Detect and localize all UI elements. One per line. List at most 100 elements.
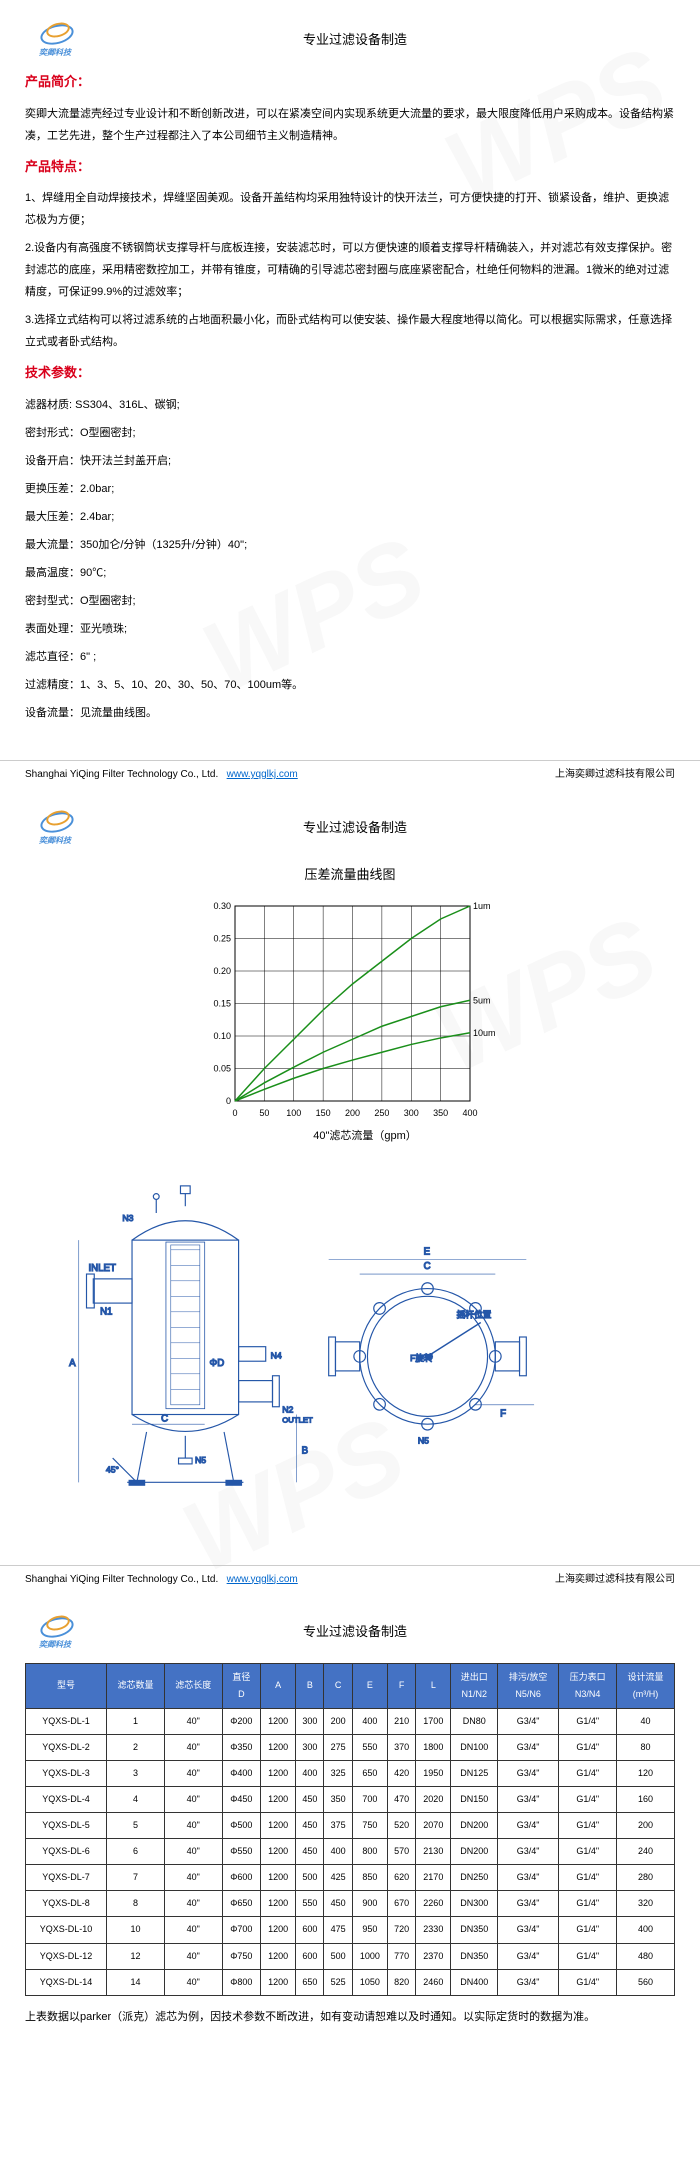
table-row: YQXS-DL-121240"Φ750120060050010007702370… bbox=[26, 1943, 675, 1969]
table-row: YQXS-DL-2240"Φ35012003002755503701800DN1… bbox=[26, 1734, 675, 1760]
table-row: YQXS-DL-4440"Φ45012004503507004702020DN1… bbox=[26, 1787, 675, 1813]
chart-title: 压差流量曲线图 bbox=[95, 863, 605, 888]
table-cell: YQXS-DL-6 bbox=[26, 1839, 107, 1865]
features-title: 产品特点： bbox=[25, 155, 675, 180]
table-header: 排污/放空N5/N6 bbox=[497, 1663, 558, 1708]
table-footer-note: 上表数据以parker（派克）滤芯为例，因技术参数不断改进，如有变动请恕难以及时… bbox=[25, 2006, 675, 2028]
table-cell: 40" bbox=[164, 1865, 222, 1891]
table-cell: YQXS-DL-14 bbox=[26, 1969, 107, 1995]
table-cell: 370 bbox=[387, 1734, 415, 1760]
svg-text:45°: 45° bbox=[106, 1464, 119, 1474]
spec-seal: 密封形式：O型圈密封; bbox=[25, 422, 675, 444]
svg-text:0.10: 0.10 bbox=[213, 1031, 231, 1041]
table-row: YQXS-DL-3340"Φ40012004003256504201950DN1… bbox=[26, 1760, 675, 1786]
spec-change-pressure: 更换压差：2.0bar; bbox=[25, 478, 675, 500]
table-cell: 475 bbox=[324, 1917, 352, 1943]
svg-text:F: F bbox=[500, 1408, 506, 1419]
table-cell: 10 bbox=[107, 1917, 165, 1943]
table-cell: 1200 bbox=[261, 1787, 296, 1813]
table-cell: 2 bbox=[107, 1734, 165, 1760]
table-cell: 3 bbox=[107, 1760, 165, 1786]
table-cell: DN300 bbox=[451, 1891, 498, 1917]
table-cell: 450 bbox=[324, 1891, 352, 1917]
svg-text:N4: N4 bbox=[271, 1350, 282, 1360]
header-title: 专业过滤设备制造 bbox=[95, 1620, 675, 1645]
table-cell: Φ350 bbox=[222, 1734, 260, 1760]
table-cell: G1/4" bbox=[559, 1891, 617, 1917]
svg-text:E: E bbox=[424, 1246, 431, 1257]
table-cell: 1200 bbox=[261, 1865, 296, 1891]
table-cell: 40" bbox=[164, 1917, 222, 1943]
table-cell: 1200 bbox=[261, 1760, 296, 1786]
svg-text:A: A bbox=[69, 1358, 76, 1369]
spec-precision: 过滤精度：1、3、5、10、20、30、50、70、100um等。 bbox=[25, 674, 675, 696]
table-cell: 750 bbox=[352, 1813, 387, 1839]
table-cell: G1/4" bbox=[559, 1839, 617, 1865]
table-row: YQXS-DL-141440"Φ800120065052510508202460… bbox=[26, 1969, 675, 1995]
header-title: 专业过滤设备制造 bbox=[95, 816, 675, 841]
table-cell: YQXS-DL-1 bbox=[26, 1708, 107, 1734]
header-title: 专业过滤设备制造 bbox=[95, 28, 675, 53]
table-cell: 5 bbox=[107, 1813, 165, 1839]
table-cell: 525 bbox=[324, 1969, 352, 1995]
svg-text:0.25: 0.25 bbox=[213, 933, 231, 943]
table-cell: 2170 bbox=[416, 1865, 451, 1891]
svg-text:C: C bbox=[161, 1413, 168, 1424]
table-cell: 570 bbox=[387, 1839, 415, 1865]
feature-1: 1、焊缝用全自动焊接技术，焊缝坚固美观。设备开盖结构均采用独特设计的快开法兰，可… bbox=[25, 187, 675, 231]
table-cell: DN150 bbox=[451, 1787, 498, 1813]
svg-text:INLET: INLET bbox=[88, 1263, 116, 1274]
table-cell: Φ500 bbox=[222, 1813, 260, 1839]
table-cell: 40" bbox=[164, 1734, 222, 1760]
svg-text:N3: N3 bbox=[122, 1212, 133, 1222]
svg-text:150: 150 bbox=[316, 1108, 331, 1118]
table-row: YQXS-DL-1140"Φ20012003002004002101700DN8… bbox=[26, 1708, 675, 1734]
table-cell: 1200 bbox=[261, 1943, 296, 1969]
table-cell: 820 bbox=[387, 1969, 415, 1995]
table-cell: 800 bbox=[352, 1839, 387, 1865]
table-cell: 120 bbox=[617, 1760, 675, 1786]
table-cell: DN250 bbox=[451, 1865, 498, 1891]
table-cell: 200 bbox=[617, 1813, 675, 1839]
table-cell: Φ650 bbox=[222, 1891, 260, 1917]
table-cell: 1200 bbox=[261, 1917, 296, 1943]
table-row: YQXS-DL-101040"Φ70012006004759507202330D… bbox=[26, 1917, 675, 1943]
svg-text:摇杆位置: 摇杆位置 bbox=[457, 1308, 492, 1319]
table-cell: 480 bbox=[617, 1943, 675, 1969]
spec-open: 设备开启：快开法兰封盖开启; bbox=[25, 450, 675, 472]
table-cell: 620 bbox=[387, 1865, 415, 1891]
footer-url[interactable]: www.yqglkj.com bbox=[227, 1574, 298, 1585]
table-cell: 2070 bbox=[416, 1813, 451, 1839]
table-cell: DN200 bbox=[451, 1839, 498, 1865]
table-cell: 650 bbox=[296, 1969, 324, 1995]
table-cell: 550 bbox=[352, 1734, 387, 1760]
spec-seal-type: 密封型式：O型圈密封; bbox=[25, 590, 675, 612]
table-cell: 2130 bbox=[416, 1839, 451, 1865]
chart-x-label: 40"滤芯流量（gpm） bbox=[125, 1126, 605, 1147]
table-cell: G1/4" bbox=[559, 1813, 617, 1839]
table-cell: 350 bbox=[324, 1787, 352, 1813]
table-cell: 12 bbox=[107, 1943, 165, 1969]
spec-max-temp: 最高温度：90℃; bbox=[25, 562, 675, 584]
spec-diameter: 滤芯直径：6" ; bbox=[25, 646, 675, 668]
table-cell: 8 bbox=[107, 1891, 165, 1917]
table-cell: G1/4" bbox=[559, 1943, 617, 1969]
table-cell: G1/4" bbox=[559, 1708, 617, 1734]
table-cell: G1/4" bbox=[559, 1734, 617, 1760]
table-cell: G3/4" bbox=[497, 1734, 558, 1760]
table-cell: 600 bbox=[296, 1943, 324, 1969]
footer-url[interactable]: www.yqglkj.com bbox=[227, 769, 298, 780]
svg-text:B: B bbox=[302, 1445, 308, 1456]
table-cell: 40" bbox=[164, 1891, 222, 1917]
table-cell: 375 bbox=[324, 1813, 352, 1839]
company-logo: 奕卿科技 bbox=[25, 808, 85, 848]
table-cell: Φ800 bbox=[222, 1969, 260, 1995]
table-cell: Φ700 bbox=[222, 1917, 260, 1943]
svg-text:N5: N5 bbox=[195, 1455, 206, 1465]
table-cell: 470 bbox=[387, 1787, 415, 1813]
table-cell: 40" bbox=[164, 1760, 222, 1786]
svg-text:50: 50 bbox=[259, 1108, 269, 1118]
table-cell: 450 bbox=[296, 1813, 324, 1839]
table-cell: Φ750 bbox=[222, 1943, 260, 1969]
table-cell: 80 bbox=[617, 1734, 675, 1760]
